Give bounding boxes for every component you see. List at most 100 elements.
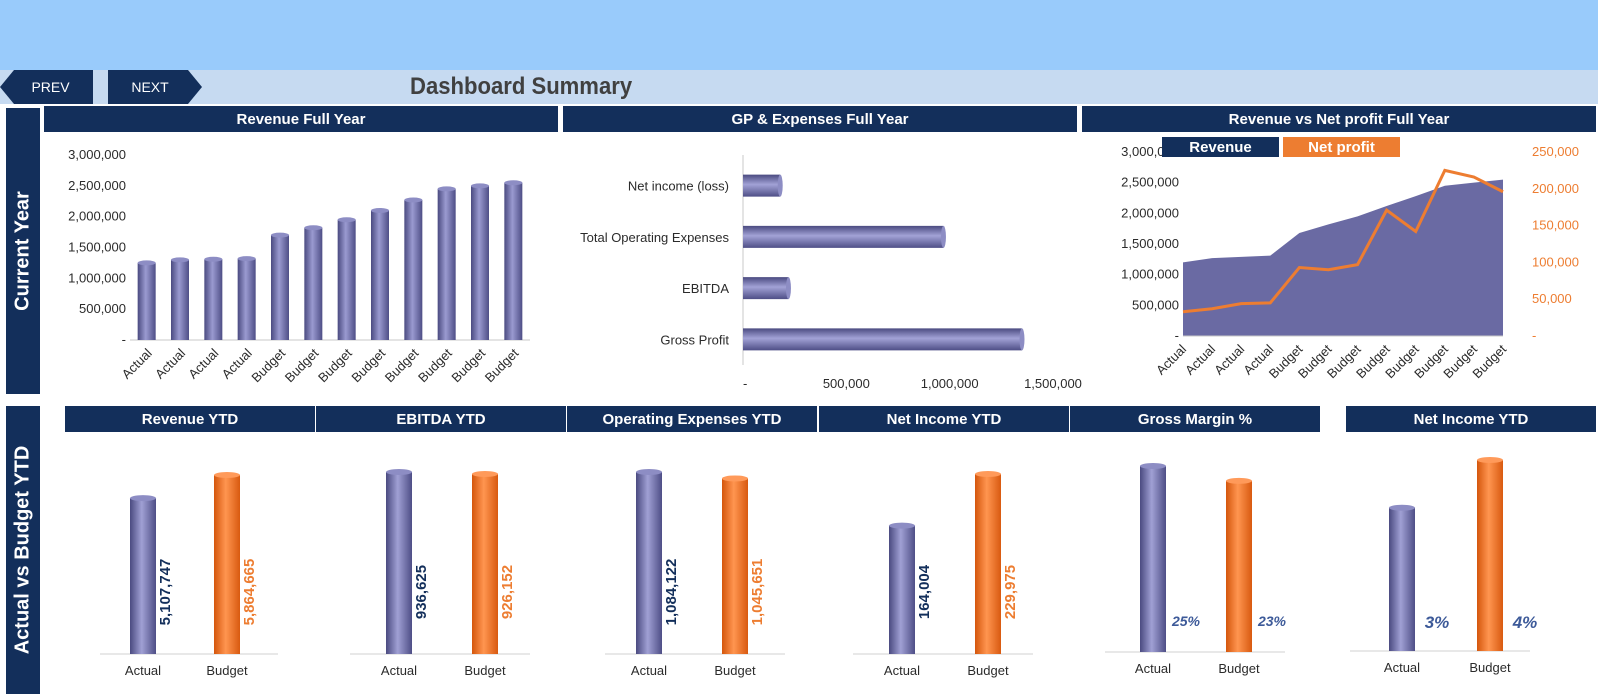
data-label: 5,107,747 <box>157 559 174 626</box>
header-revenue-vs-net-profit: Revenue vs Net profit Full Year <box>1082 106 1596 132</box>
actual-bar <box>889 525 915 654</box>
y-tick-label: Net income (loss) <box>628 179 729 194</box>
legend-revenue: Revenue <box>1162 137 1279 157</box>
nav-band <box>0 70 1598 104</box>
bar <box>304 227 323 340</box>
next-button[interactable]: NEXT <box>108 70 202 104</box>
header-net-income-ytd: Net Income YTD <box>819 406 1069 432</box>
y-right-tick-label: 200,000 <box>1532 181 1579 196</box>
bar-cap <box>371 208 389 213</box>
bar <box>743 277 789 300</box>
y-tick-label: 2,500,000 <box>68 178 126 193</box>
y-tick-label: 2,000,000 <box>68 209 126 224</box>
data-label: 3% <box>1425 613 1450 632</box>
bar-cap <box>975 471 1001 477</box>
bar-cap <box>471 183 489 189</box>
y-tick-label: 3,000,000 <box>68 147 126 162</box>
legend-net-profit: Net profit <box>1283 137 1400 157</box>
bar-cap <box>1226 477 1252 484</box>
bar <box>237 258 256 340</box>
x-tick-label: Budget <box>464 663 506 678</box>
bar-cap <box>1477 457 1503 463</box>
bar <box>271 235 289 340</box>
bar <box>437 188 456 340</box>
bar-cap <box>337 217 356 223</box>
y-left-tick-label: 2,000,000 <box>1121 205 1179 220</box>
header-revenue-ytd: Revenue YTD <box>65 406 315 432</box>
actual-bar <box>636 472 662 654</box>
prev-button[interactable]: PREV <box>0 70 93 104</box>
actual-bar <box>130 498 156 654</box>
actual-bar <box>1389 507 1415 651</box>
data-label: 926,152 <box>499 565 516 619</box>
x-tick-label: Budget <box>714 663 756 678</box>
header-ebitda-ytd: EBITDA YTD <box>316 406 566 432</box>
bar-cap <box>785 277 791 300</box>
y-right-tick-label: 100,000 <box>1532 254 1579 269</box>
header-opex-ytd: Operating Expenses YTD <box>567 406 817 432</box>
bar <box>204 259 223 340</box>
y-tick-label: 1,000,000 <box>68 270 126 285</box>
bar-cap <box>940 225 946 248</box>
y-tick-label: Total Operating Expenses <box>580 230 729 245</box>
header-net-income-ytd-pct: Net Income YTD <box>1346 406 1596 432</box>
x-tick-label: 500,000 <box>823 376 870 391</box>
bar-cap <box>777 174 783 197</box>
top-banner <box>0 0 1598 70</box>
side-label-actual-vs-budget: Actual vs Budget YTD <box>6 406 40 694</box>
bar-cap <box>722 475 748 482</box>
bar <box>504 182 523 340</box>
bar-cap <box>472 471 498 478</box>
x-tick-label: Budget <box>206 663 248 678</box>
x-tick-label: Actual <box>1384 660 1420 675</box>
bar-cap <box>504 180 523 186</box>
header-gross-margin: Gross Margin % <box>1070 406 1320 432</box>
budget-bar <box>1226 480 1252 652</box>
bar-cap <box>437 186 456 192</box>
x-tick-label: Budget <box>1218 661 1260 676</box>
budget-bar <box>472 474 498 654</box>
bar-cap <box>130 495 156 502</box>
bar <box>404 200 423 340</box>
budget-bar <box>975 474 1001 654</box>
y-left-tick-label: 1,000,000 <box>1121 267 1179 282</box>
x-tick-label: Actual <box>1135 661 1171 676</box>
bar-cap <box>1389 504 1415 511</box>
bar <box>337 219 356 340</box>
data-label: 25% <box>1171 613 1201 629</box>
bar <box>471 185 489 340</box>
x-tick-label: Actual <box>631 663 667 678</box>
bar-cap <box>137 260 156 266</box>
data-label: 1,084,122 <box>663 559 680 626</box>
bar-cap <box>1019 328 1025 351</box>
budget-bar <box>722 478 748 654</box>
bar <box>743 328 1022 351</box>
bar-cap <box>404 197 423 203</box>
bar <box>371 210 389 340</box>
x-tick-label: Actual <box>125 663 161 678</box>
bar-cap <box>304 225 323 231</box>
data-label: 229,975 <box>1002 565 1019 619</box>
y-right-tick-label: 150,000 <box>1532 218 1579 233</box>
y-right-tick-label: - <box>1532 328 1536 343</box>
net-profit-line <box>1182 168 1504 314</box>
data-label: 164,004 <box>916 564 933 619</box>
x-tick-label: Budget <box>967 663 1009 678</box>
y-tick-label: Gross Profit <box>660 332 729 347</box>
x-tick-label: 1,500,000 <box>1024 376 1082 391</box>
bar <box>743 174 781 197</box>
header-gp-expenses: GP & Expenses Full Year <box>563 106 1077 132</box>
x-tick-label: Actual <box>884 663 920 678</box>
y-left-tick-label: 500,000 <box>1132 297 1179 312</box>
x-tick-label: - <box>743 376 747 391</box>
actual-bar <box>1140 466 1166 652</box>
bar-cap <box>636 469 662 475</box>
x-tick-label: Budget <box>1469 660 1511 675</box>
page-title: Dashboard Summary <box>410 73 633 100</box>
data-label: 5,864,665 <box>241 559 258 626</box>
y-tick-label: 500,000 <box>79 301 126 316</box>
budget-bar <box>1477 460 1503 651</box>
